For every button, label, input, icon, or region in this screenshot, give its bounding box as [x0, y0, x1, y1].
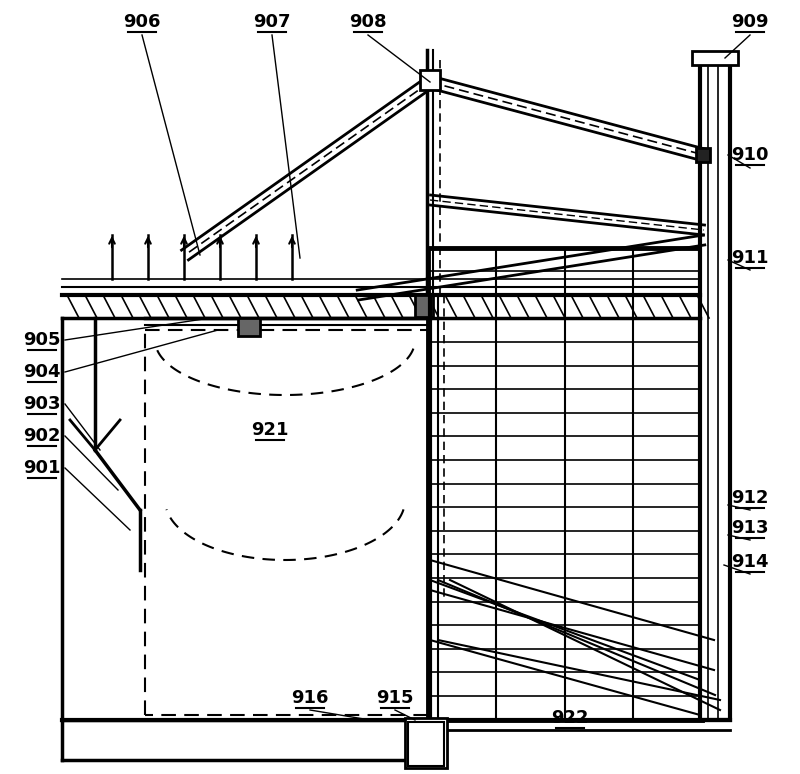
Bar	[700, 55, 730, 720]
Text: 915: 915	[376, 689, 414, 707]
Text: 904: 904	[23, 363, 61, 381]
Text: 908: 908	[349, 13, 387, 31]
Text: 913: 913	[731, 519, 769, 537]
Text: 905: 905	[23, 331, 61, 349]
Text: 912: 912	[731, 489, 769, 507]
Text: 906: 906	[123, 13, 161, 31]
Bar	[420, 70, 440, 90]
Text: 902: 902	[23, 427, 61, 445]
Text: 911: 911	[731, 249, 769, 267]
Bar	[696, 148, 710, 162]
Bar	[408, 722, 444, 766]
Bar	[415, 295, 433, 317]
Text: 916: 916	[291, 689, 329, 707]
Bar	[692, 51, 738, 65]
Text: 901: 901	[23, 459, 61, 477]
Text: 922: 922	[551, 709, 589, 727]
Bar	[405, 718, 447, 768]
Bar	[428, 248, 702, 720]
Text: 914: 914	[731, 553, 769, 571]
Text: 907: 907	[254, 13, 290, 31]
Text: 921: 921	[251, 421, 289, 439]
Text: 903: 903	[23, 395, 61, 413]
Text: 910: 910	[731, 146, 769, 164]
Text: 909: 909	[731, 13, 769, 31]
Bar	[238, 318, 260, 336]
